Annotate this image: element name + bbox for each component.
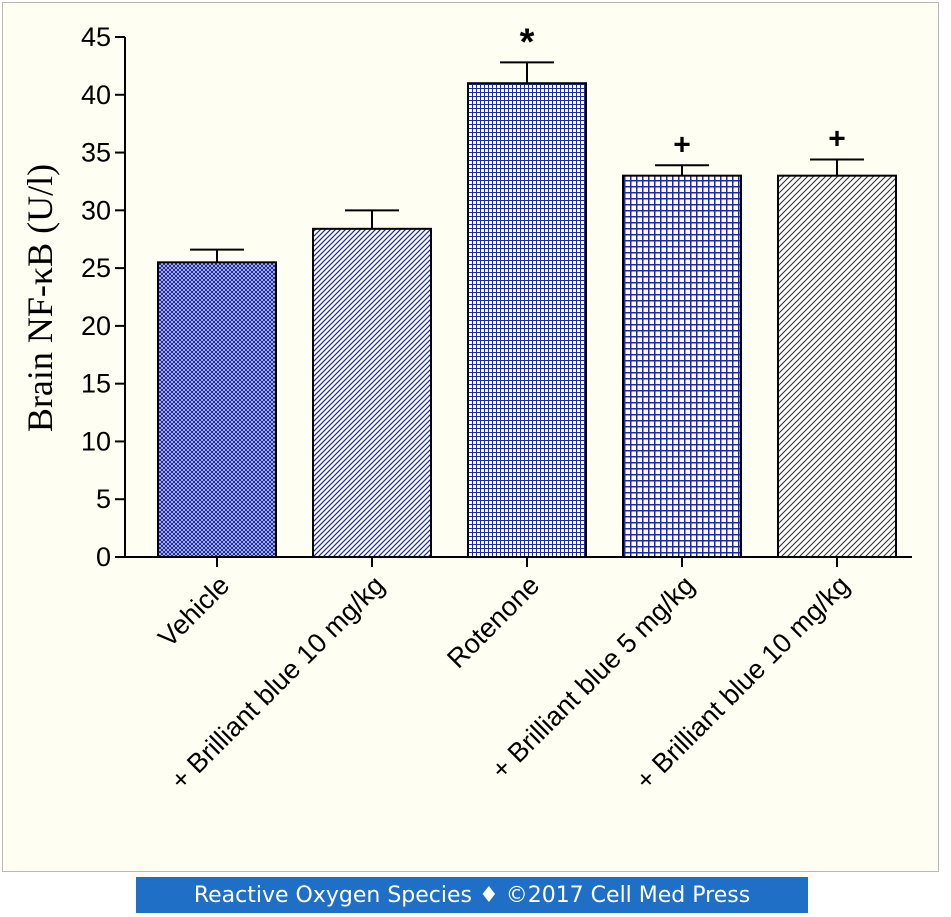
y-tick-label: 35 (81, 138, 111, 168)
y-tick-label: 40 (81, 80, 111, 110)
bars-group: * + + (157, 21, 897, 559)
bar (157, 261, 277, 558)
bar-chart: 0 5 10 15 20 25 30 35 40 45 * + + Vehicle+ Brillian… (20, 21, 912, 796)
y-tick-label: 30 (81, 195, 111, 225)
significance-marker: + (673, 128, 691, 161)
y-tick-label: 0 (96, 542, 111, 572)
y-tick-label: 15 (81, 369, 111, 399)
x-category-label: Rotenone (441, 570, 545, 674)
significance-marker: * (520, 21, 535, 63)
y-tick-label: 10 (81, 426, 111, 456)
x-axis-labels: Vehicle+ Brilliant blue 10 mg/kg Rotenone… (152, 570, 855, 796)
y-tick-label: 25 (81, 253, 111, 283)
bar (777, 174, 897, 559)
bar (622, 174, 742, 559)
bar (467, 82, 587, 558)
y-axis-label: Brain NF-κB (U/l) (20, 164, 60, 432)
x-category-label: Vehicle (152, 570, 235, 653)
y-tick-label: 45 (81, 22, 111, 52)
y-tick-label: 20 (81, 311, 111, 341)
y-tick-label: 5 (96, 484, 111, 514)
footer-text: Reactive Oxygen Species ♦ ©2017 Cell Med… (193, 882, 751, 908)
bar (312, 227, 432, 558)
y-axis: 0 5 10 15 20 25 30 35 40 45 (81, 22, 126, 572)
footer-banner: Reactive Oxygen Species ♦ ©2017 Cell Med… (136, 877, 808, 913)
x-axis (125, 556, 912, 567)
significance-marker: + (828, 122, 846, 155)
